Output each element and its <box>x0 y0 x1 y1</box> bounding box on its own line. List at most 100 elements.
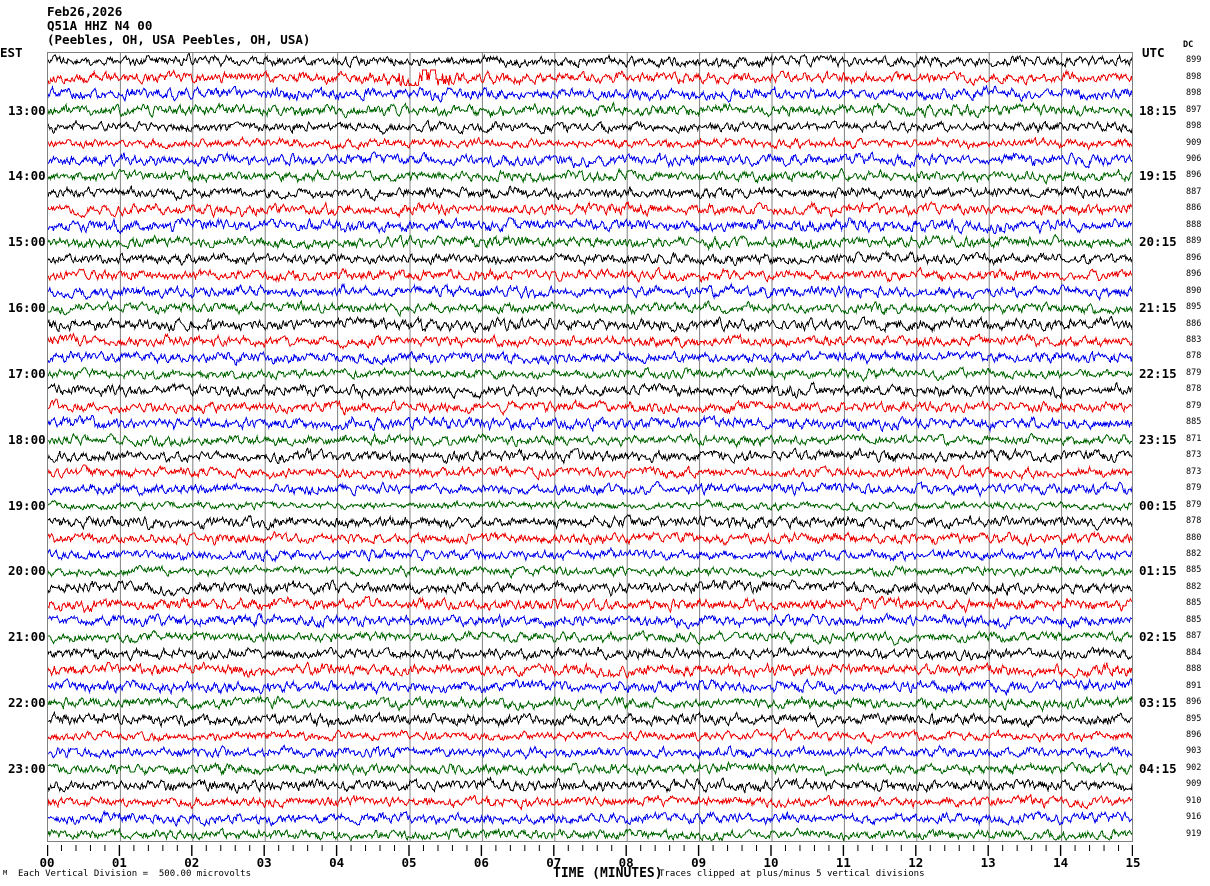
dc-value: 909 <box>1186 779 1202 790</box>
seismic-trace <box>48 595 1132 614</box>
dc-value: 890 <box>1186 285 1202 296</box>
left-time-label: 20:00 <box>8 563 46 579</box>
helicorder-plot[interactable] <box>47 52 1133 842</box>
seismic-trace <box>48 579 1132 597</box>
seismic-trace <box>48 381 1132 400</box>
seismic-trace <box>48 646 1132 662</box>
dc-value: 873 <box>1186 466 1202 477</box>
right-time-label: 23:15 <box>1139 431 1177 447</box>
seismic-trace <box>48 710 1132 728</box>
x-tick-label: 14 <box>1053 855 1069 870</box>
x-tick-label: 10 <box>763 855 779 870</box>
dc-value: 883 <box>1186 335 1202 346</box>
dc-value: 889 <box>1186 236 1202 247</box>
dc-column-header: DC <box>1183 40 1194 50</box>
seismic-trace <box>48 151 1132 170</box>
dc-value: 888 <box>1186 219 1202 230</box>
x-tick-label: 00 <box>39 855 55 870</box>
x-tick-label: 06 <box>473 855 489 870</box>
x-tick-label: 15 <box>1125 855 1141 870</box>
right-time-label: 21:15 <box>1139 300 1177 316</box>
left-time-label: 22:00 <box>8 695 46 711</box>
scale-marker: M <box>3 869 8 877</box>
x-tick-label: 02 <box>184 855 200 870</box>
seismic-trace <box>48 481 1132 498</box>
dc-value: 888 <box>1186 664 1202 675</box>
right-time-label: 01:15 <box>1139 563 1177 579</box>
seismic-trace <box>48 498 1132 512</box>
right-time-label: 22:15 <box>1139 365 1177 381</box>
dc-value: 885 <box>1186 417 1202 428</box>
dc-value: 878 <box>1186 516 1202 527</box>
x-tick-label: 04 <box>329 855 345 870</box>
clip-note: Traces clipped at plus/minus 5 vertical … <box>659 869 925 879</box>
dc-value: 886 <box>1186 203 1202 214</box>
dc-value: 887 <box>1186 186 1202 197</box>
x-axis-ticks <box>46 842 1134 856</box>
left-axis-title: EST <box>0 45 23 60</box>
right-time-label: 04:15 <box>1139 760 1177 776</box>
seismic-trace <box>48 793 1132 811</box>
dc-value: 879 <box>1186 367 1202 378</box>
right-axis-title: UTC <box>1142 45 1165 60</box>
dc-value: 897 <box>1186 104 1202 115</box>
seismic-trace <box>48 315 1132 334</box>
seismic-trace <box>48 282 1132 302</box>
x-tick-label: 01 <box>111 855 127 870</box>
seismic-trace <box>48 332 1132 350</box>
seismic-trace <box>48 564 1132 580</box>
dc-value: 898 <box>1186 88 1202 99</box>
x-tick-label: 07 <box>546 855 562 870</box>
seismic-trace <box>48 216 1132 235</box>
dc-value: 896 <box>1186 730 1202 741</box>
dc-value: 885 <box>1186 565 1202 576</box>
dc-value: 903 <box>1186 746 1202 757</box>
seismic-trace <box>48 366 1132 383</box>
dc-value: 906 <box>1186 153 1202 164</box>
dc-value: 878 <box>1186 351 1202 362</box>
seismic-trace <box>48 299 1132 318</box>
dc-value: 886 <box>1186 318 1202 329</box>
x-tick-label: 12 <box>908 855 924 870</box>
seismic-trace <box>48 727 1132 745</box>
seismic-trace <box>48 694 1132 713</box>
seismic-trace <box>48 167 1132 186</box>
dc-value: 885 <box>1186 598 1202 609</box>
seismic-trace <box>48 135 1132 151</box>
dc-value: 879 <box>1186 400 1202 411</box>
x-tick-label: 13 <box>980 855 996 870</box>
right-time-label: 02:15 <box>1139 629 1177 645</box>
seismic-trace <box>48 414 1132 433</box>
seismic-trace <box>48 677 1132 696</box>
left-time-label: 17:00 <box>8 365 46 381</box>
header-location: (Peebles, OH, USA Peebles, OH, USA) <box>47 32 311 47</box>
dc-value: 887 <box>1186 631 1202 642</box>
dc-value: 898 <box>1186 121 1202 132</box>
seismic-trace <box>48 233 1132 252</box>
x-tick-label: 11 <box>835 855 851 870</box>
left-time-label: 13:00 <box>8 102 46 118</box>
seismic-trace <box>48 84 1132 104</box>
seismic-trace <box>48 266 1132 284</box>
dc-value: 896 <box>1186 252 1202 263</box>
x-axis-title: TIME (MINUTES) <box>553 866 663 881</box>
seismic-trace <box>48 629 1132 646</box>
left-time-label: 16:00 <box>8 300 46 316</box>
dc-value: 878 <box>1186 384 1202 395</box>
seismic-trace <box>48 349 1132 367</box>
x-tick-canvas <box>46 845 1134 856</box>
seismic-trace <box>48 660 1132 680</box>
x-tick-label: 09 <box>691 855 707 870</box>
dc-value: 882 <box>1186 548 1202 559</box>
left-time-label: 23:00 <box>8 760 46 776</box>
left-time-label: 18:00 <box>8 431 46 447</box>
seismic-trace <box>48 513 1132 531</box>
right-time-label: 00:15 <box>1139 497 1177 513</box>
right-time-label: 19:15 <box>1139 168 1177 184</box>
dc-value: 895 <box>1186 713 1202 724</box>
dc-value: 909 <box>1186 137 1202 148</box>
dc-value: 879 <box>1186 499 1202 510</box>
header-date: Feb26,2026 <box>47 4 123 19</box>
seismic-trace <box>48 809 1132 827</box>
seismic-trace <box>48 53 1132 70</box>
